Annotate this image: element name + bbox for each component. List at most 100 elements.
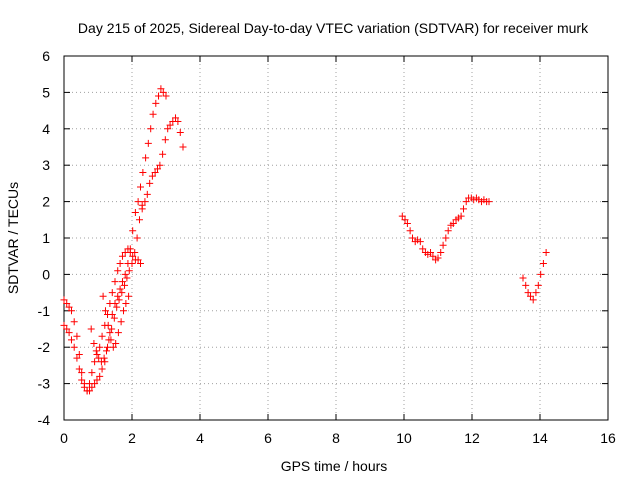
data-point — [148, 172, 156, 180]
data-point — [60, 321, 68, 329]
data-point — [67, 336, 75, 344]
data-point — [172, 114, 180, 122]
data-point — [67, 307, 75, 315]
y-axis-ticks: -4 -3 -2 -1 0 1 2 3 4 5 6 — [38, 48, 608, 428]
data-point — [429, 252, 437, 260]
data-point — [108, 325, 116, 333]
data-point — [164, 125, 172, 133]
data-point — [159, 150, 167, 158]
data-point — [83, 387, 91, 395]
data-point — [457, 212, 465, 220]
data-point — [442, 234, 450, 242]
data-point — [118, 289, 126, 297]
data-point — [460, 205, 467, 213]
data-point — [73, 354, 81, 362]
series-5 — [398, 194, 493, 264]
data-point — [104, 321, 112, 329]
data-point — [88, 383, 96, 391]
data-point — [151, 168, 159, 176]
data-point — [121, 270, 129, 278]
data-point — [437, 249, 445, 257]
data-point — [101, 307, 109, 315]
data-points — [60, 85, 550, 395]
data-point — [133, 234, 141, 242]
data-point — [142, 154, 150, 162]
y-tick-label: 4 — [42, 121, 50, 137]
data-point — [104, 310, 112, 318]
data-point — [97, 358, 105, 366]
x-tick-label: 4 — [196, 430, 204, 446]
y-tick-label: 1 — [42, 230, 50, 246]
data-point — [109, 343, 117, 351]
data-point — [143, 190, 151, 198]
data-point — [419, 245, 427, 253]
data-point — [70, 343, 78, 351]
data-point — [100, 354, 108, 362]
data-point — [60, 296, 68, 304]
data-point — [134, 256, 142, 264]
data-point — [532, 289, 540, 297]
data-point — [416, 238, 424, 246]
y-tick-label: -1 — [38, 303, 51, 319]
data-point — [117, 318, 125, 326]
data-point — [75, 350, 83, 358]
data-point — [107, 336, 115, 344]
y-tick-label: -2 — [38, 339, 51, 355]
data-point — [99, 292, 107, 300]
data-point — [434, 254, 442, 262]
data-point — [108, 289, 116, 297]
data-point — [147, 125, 155, 133]
data-point — [96, 343, 104, 351]
x-tick-label: 8 — [332, 430, 340, 446]
data-point — [179, 143, 187, 151]
data-point — [65, 329, 73, 337]
data-point — [106, 300, 114, 308]
data-point — [166, 121, 174, 129]
data-point — [128, 259, 136, 267]
data-point — [131, 249, 139, 257]
data-point — [125, 292, 133, 300]
series-4 — [138, 114, 187, 213]
data-point — [409, 234, 416, 242]
x-tick-label: 10 — [396, 430, 412, 446]
series-3 — [99, 292, 133, 351]
data-point — [485, 198, 493, 206]
x-tick-label: 14 — [532, 430, 548, 446]
data-point — [129, 227, 137, 235]
data-point — [70, 318, 78, 326]
data-point — [135, 216, 143, 224]
data-point — [401, 216, 409, 224]
data-point — [118, 278, 126, 286]
data-point — [141, 198, 149, 206]
data-point — [149, 110, 157, 118]
data-point — [134, 198, 142, 206]
x-axis-ticks: 0 2 4 6 8 10 12 14 16 — [60, 56, 616, 446]
data-point — [174, 118, 182, 126]
grid-lines — [64, 56, 608, 420]
data-point — [114, 267, 122, 275]
series-0 — [60, 85, 170, 395]
data-point — [114, 292, 122, 300]
data-point — [125, 267, 133, 275]
data-point — [112, 340, 120, 348]
data-point — [529, 296, 537, 304]
data-point — [121, 281, 129, 289]
y-tick-label: 0 — [42, 266, 50, 282]
data-point — [139, 168, 147, 176]
data-point — [398, 212, 406, 220]
data-point — [146, 179, 154, 187]
data-point — [78, 369, 86, 377]
data-point — [449, 219, 457, 227]
series-1 — [60, 245, 144, 395]
data-point — [65, 303, 73, 311]
data-point — [154, 165, 161, 173]
data-point — [131, 209, 139, 217]
data-point — [98, 365, 106, 373]
series-6 — [519, 249, 550, 304]
data-point — [98, 332, 106, 340]
data-point — [152, 99, 160, 107]
data-point — [176, 128, 184, 136]
y-tick-label: 2 — [42, 194, 50, 210]
data-point — [519, 274, 527, 282]
